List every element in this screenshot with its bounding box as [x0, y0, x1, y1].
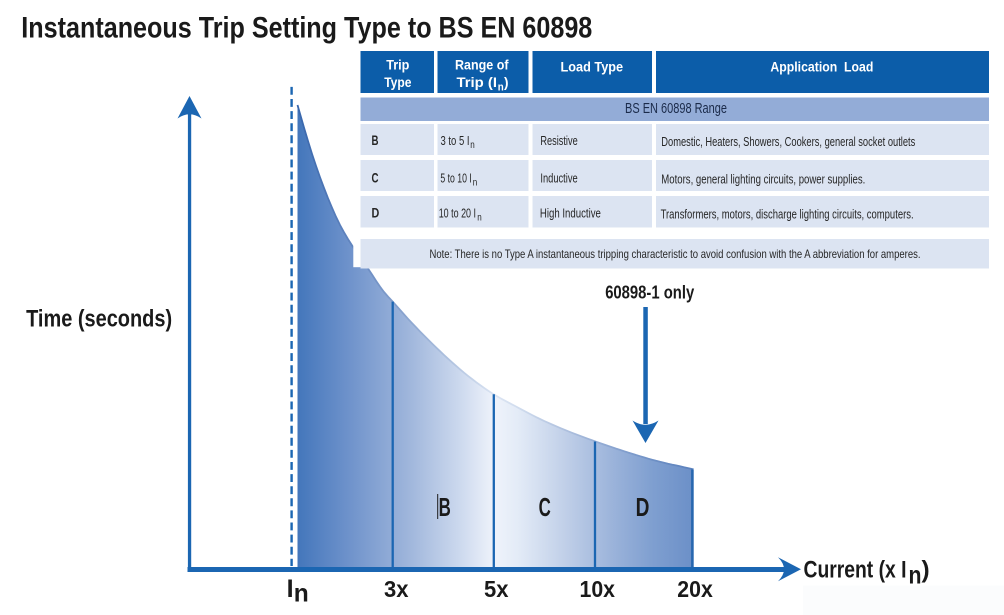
svg-text:I: I [287, 575, 294, 603]
svg-text:High Inductive: High Inductive [540, 206, 601, 221]
svg-text:Current (x I: Current (x I [804, 557, 907, 584]
svg-text:Instantaneous Trip Setting Typ: Instantaneous Trip Setting Type to BS EN… [21, 12, 592, 45]
svg-text:5x: 5x [484, 576, 509, 602]
svg-text:D: D [636, 494, 650, 522]
svg-text:Trip: Trip [386, 57, 409, 73]
svg-text:n: n [294, 580, 309, 608]
svg-text:Range of: Range of [455, 57, 509, 73]
svg-text:Load Type: Load Type [561, 59, 624, 75]
svg-text:Trip (I: Trip (I [457, 74, 498, 90]
svg-text:Inductive: Inductive [540, 171, 577, 186]
svg-text:10 to 20 I: 10 to 20 I [439, 206, 476, 221]
svg-text:Domestic, Heaters, Showers, Co: Domestic, Heaters, Showers, Cookers, gen… [661, 134, 915, 149]
svg-text:D: D [372, 205, 380, 221]
svg-text:Application Load: Application Load [770, 59, 873, 75]
svg-text:5 to 10 I: 5 to 10 I [440, 171, 471, 186]
svg-text:): ) [922, 557, 930, 584]
svg-text:3x: 3x [384, 576, 409, 602]
svg-text:Motors, general lighting circu: Motors, general lighting circuits, power… [661, 172, 865, 187]
svg-text:B: B [439, 494, 451, 522]
svg-text:BS EN 60898 Range: BS EN 60898 Range [625, 101, 727, 117]
svg-text:n: n [473, 177, 478, 189]
svg-text:n: n [498, 82, 504, 94]
svg-text:3 to 5 I: 3 to 5 I [441, 133, 470, 148]
svg-text:20x: 20x [677, 576, 713, 602]
svg-text:n: n [909, 562, 922, 590]
svg-text:Type: Type [384, 74, 411, 90]
svg-text:60898-1 only: 60898-1 only [605, 283, 694, 303]
svg-text:Transformers, motors, discharg: Transformers, motors, discharge lighting… [661, 207, 914, 222]
svg-text:B: B [372, 132, 379, 148]
svg-text:C: C [539, 494, 551, 522]
svg-text:10x: 10x [580, 576, 616, 602]
svg-text:): ) [504, 74, 509, 90]
svg-text:C: C [372, 170, 379, 186]
svg-text:Resistive: Resistive [540, 133, 577, 148]
svg-text:Time (seconds): Time (seconds) [26, 306, 172, 333]
svg-text:n: n [470, 139, 475, 151]
svg-text:Note: There is no Type A insta: Note: There is no Type A instantaneous t… [430, 248, 921, 261]
svg-text:n: n [477, 212, 482, 224]
